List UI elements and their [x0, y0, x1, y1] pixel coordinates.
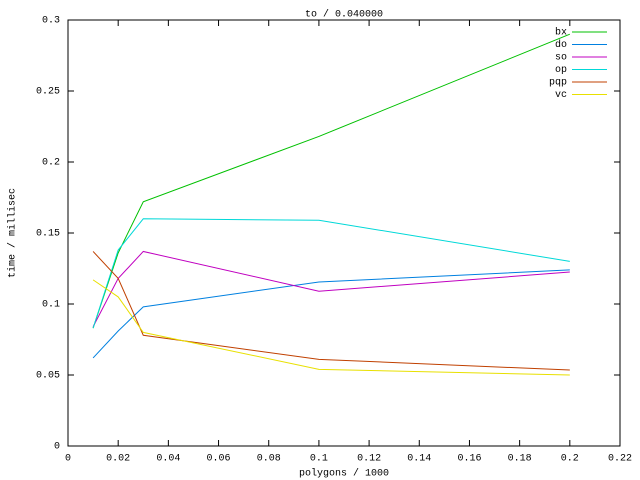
x-tick-label: 0.14: [407, 454, 431, 465]
series-line: [92, 251, 570, 371]
series-line: [92, 250, 570, 327]
x-tick-label: 0.06: [207, 454, 231, 465]
legend-label: pqp: [549, 78, 567, 89]
x-axis-label: polygons / 1000: [299, 468, 389, 480]
series-line: [92, 269, 570, 359]
chart-title: to / 0.040000: [305, 9, 383, 21]
x-tick-label: 0.02: [106, 454, 130, 465]
x-tick-label: 0: [65, 454, 71, 465]
x-tick-label: 0.16: [457, 454, 481, 465]
legend-label: op: [555, 65, 567, 76]
series-line: [92, 279, 570, 376]
y-axis-label: time / millisec: [7, 188, 19, 278]
y-tick-label: 0.3: [42, 16, 60, 27]
y-tick-label: 0: [54, 442, 60, 453]
legend-label: bx: [555, 27, 567, 39]
x-tick-label: 0.18: [508, 454, 532, 465]
x-tick-label: 0.22: [608, 454, 632, 465]
legend-label: vc: [555, 90, 567, 101]
y-tick-label: 0.15: [36, 229, 60, 240]
y-tick-label: 0.05: [36, 371, 60, 382]
y-tick-label: 0.2: [42, 158, 60, 169]
plot-frame: [67, 19, 621, 447]
x-tick-label: 0.2: [561, 454, 579, 465]
x-tick-label: 0.12: [357, 454, 381, 465]
x-tick-label: 0.1: [310, 454, 328, 465]
legend-label: do: [555, 39, 567, 51]
y-tick-label: 0.1: [42, 300, 60, 311]
series-line: [92, 218, 570, 329]
y-tick-label: 0.25: [36, 87, 60, 98]
series-line: [92, 33, 571, 329]
legend-label: so: [555, 53, 567, 64]
x-tick-label: 0.08: [257, 454, 281, 465]
x-tick-label: 0.04: [156, 454, 180, 465]
